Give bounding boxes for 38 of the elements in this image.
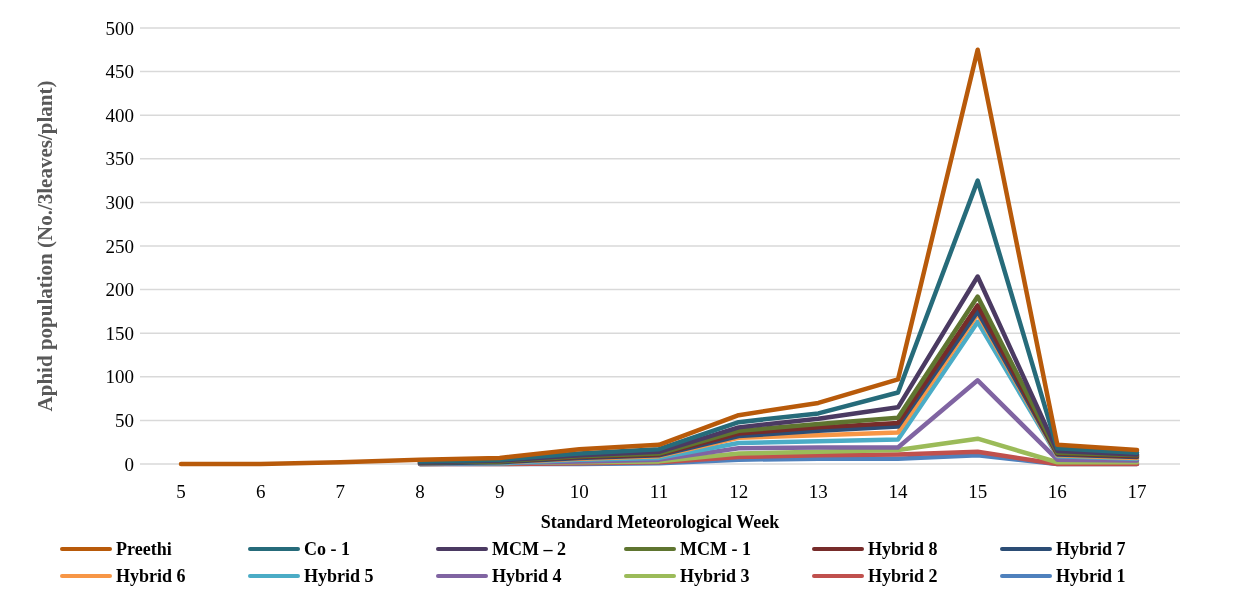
y-tick-label: 500 bbox=[105, 17, 134, 39]
legend-label: Hybrid 4 bbox=[492, 566, 562, 587]
x-tick-label: 6 bbox=[255, 481, 266, 502]
legend-label: Preethi bbox=[116, 539, 172, 560]
y-tick-label: 50 bbox=[115, 410, 134, 432]
y-tick-label: 350 bbox=[105, 148, 134, 170]
x-tick-label: 15 bbox=[968, 481, 988, 502]
y-tick-label: 450 bbox=[105, 61, 134, 83]
x-tick-label: 9 bbox=[494, 481, 505, 502]
x-tick-label: 13 bbox=[808, 481, 828, 502]
y-tick-label: 200 bbox=[105, 279, 134, 301]
y-tick-label: 250 bbox=[105, 235, 134, 257]
x-tick-label: 7 bbox=[335, 481, 346, 502]
x-axis-title: Standard Meteorological Week bbox=[540, 512, 780, 532]
x-tick-label: 16 bbox=[1047, 481, 1067, 502]
y-tick-label: 0 bbox=[124, 453, 134, 475]
legend-label: MCM - 1 bbox=[680, 539, 751, 560]
legend-label: Co - 1 bbox=[304, 539, 350, 560]
x-tick-label: 17 bbox=[1127, 481, 1147, 502]
x-tick-label: 12 bbox=[729, 481, 749, 502]
y-axis-title: Aphid population (No./3leaves/plant) bbox=[33, 80, 57, 412]
legend-label: Hybrid 2 bbox=[868, 566, 938, 587]
x-tick-label: 10 bbox=[569, 481, 589, 502]
legend-label: Hybrid 3 bbox=[680, 566, 750, 587]
y-tick-label: 150 bbox=[105, 322, 134, 344]
legend-label: Hybrid 7 bbox=[1056, 539, 1126, 560]
legend-label: Hybrid 1 bbox=[1056, 566, 1126, 587]
y-tick-label: 300 bbox=[105, 192, 134, 214]
x-tick-label: 11 bbox=[649, 481, 669, 502]
legend-label: Hybrid 5 bbox=[304, 566, 374, 587]
legend-label: Hybrid 6 bbox=[116, 566, 186, 587]
legend-label: Hybrid 8 bbox=[868, 539, 938, 560]
x-tick-label: 14 bbox=[888, 481, 908, 502]
y-tick-label: 100 bbox=[105, 366, 134, 388]
y-tick-label: 400 bbox=[105, 104, 134, 126]
x-tick-label: 5 bbox=[176, 481, 186, 502]
x-tick-label: 8 bbox=[415, 481, 425, 502]
legend-label: MCM – 2 bbox=[492, 539, 566, 560]
